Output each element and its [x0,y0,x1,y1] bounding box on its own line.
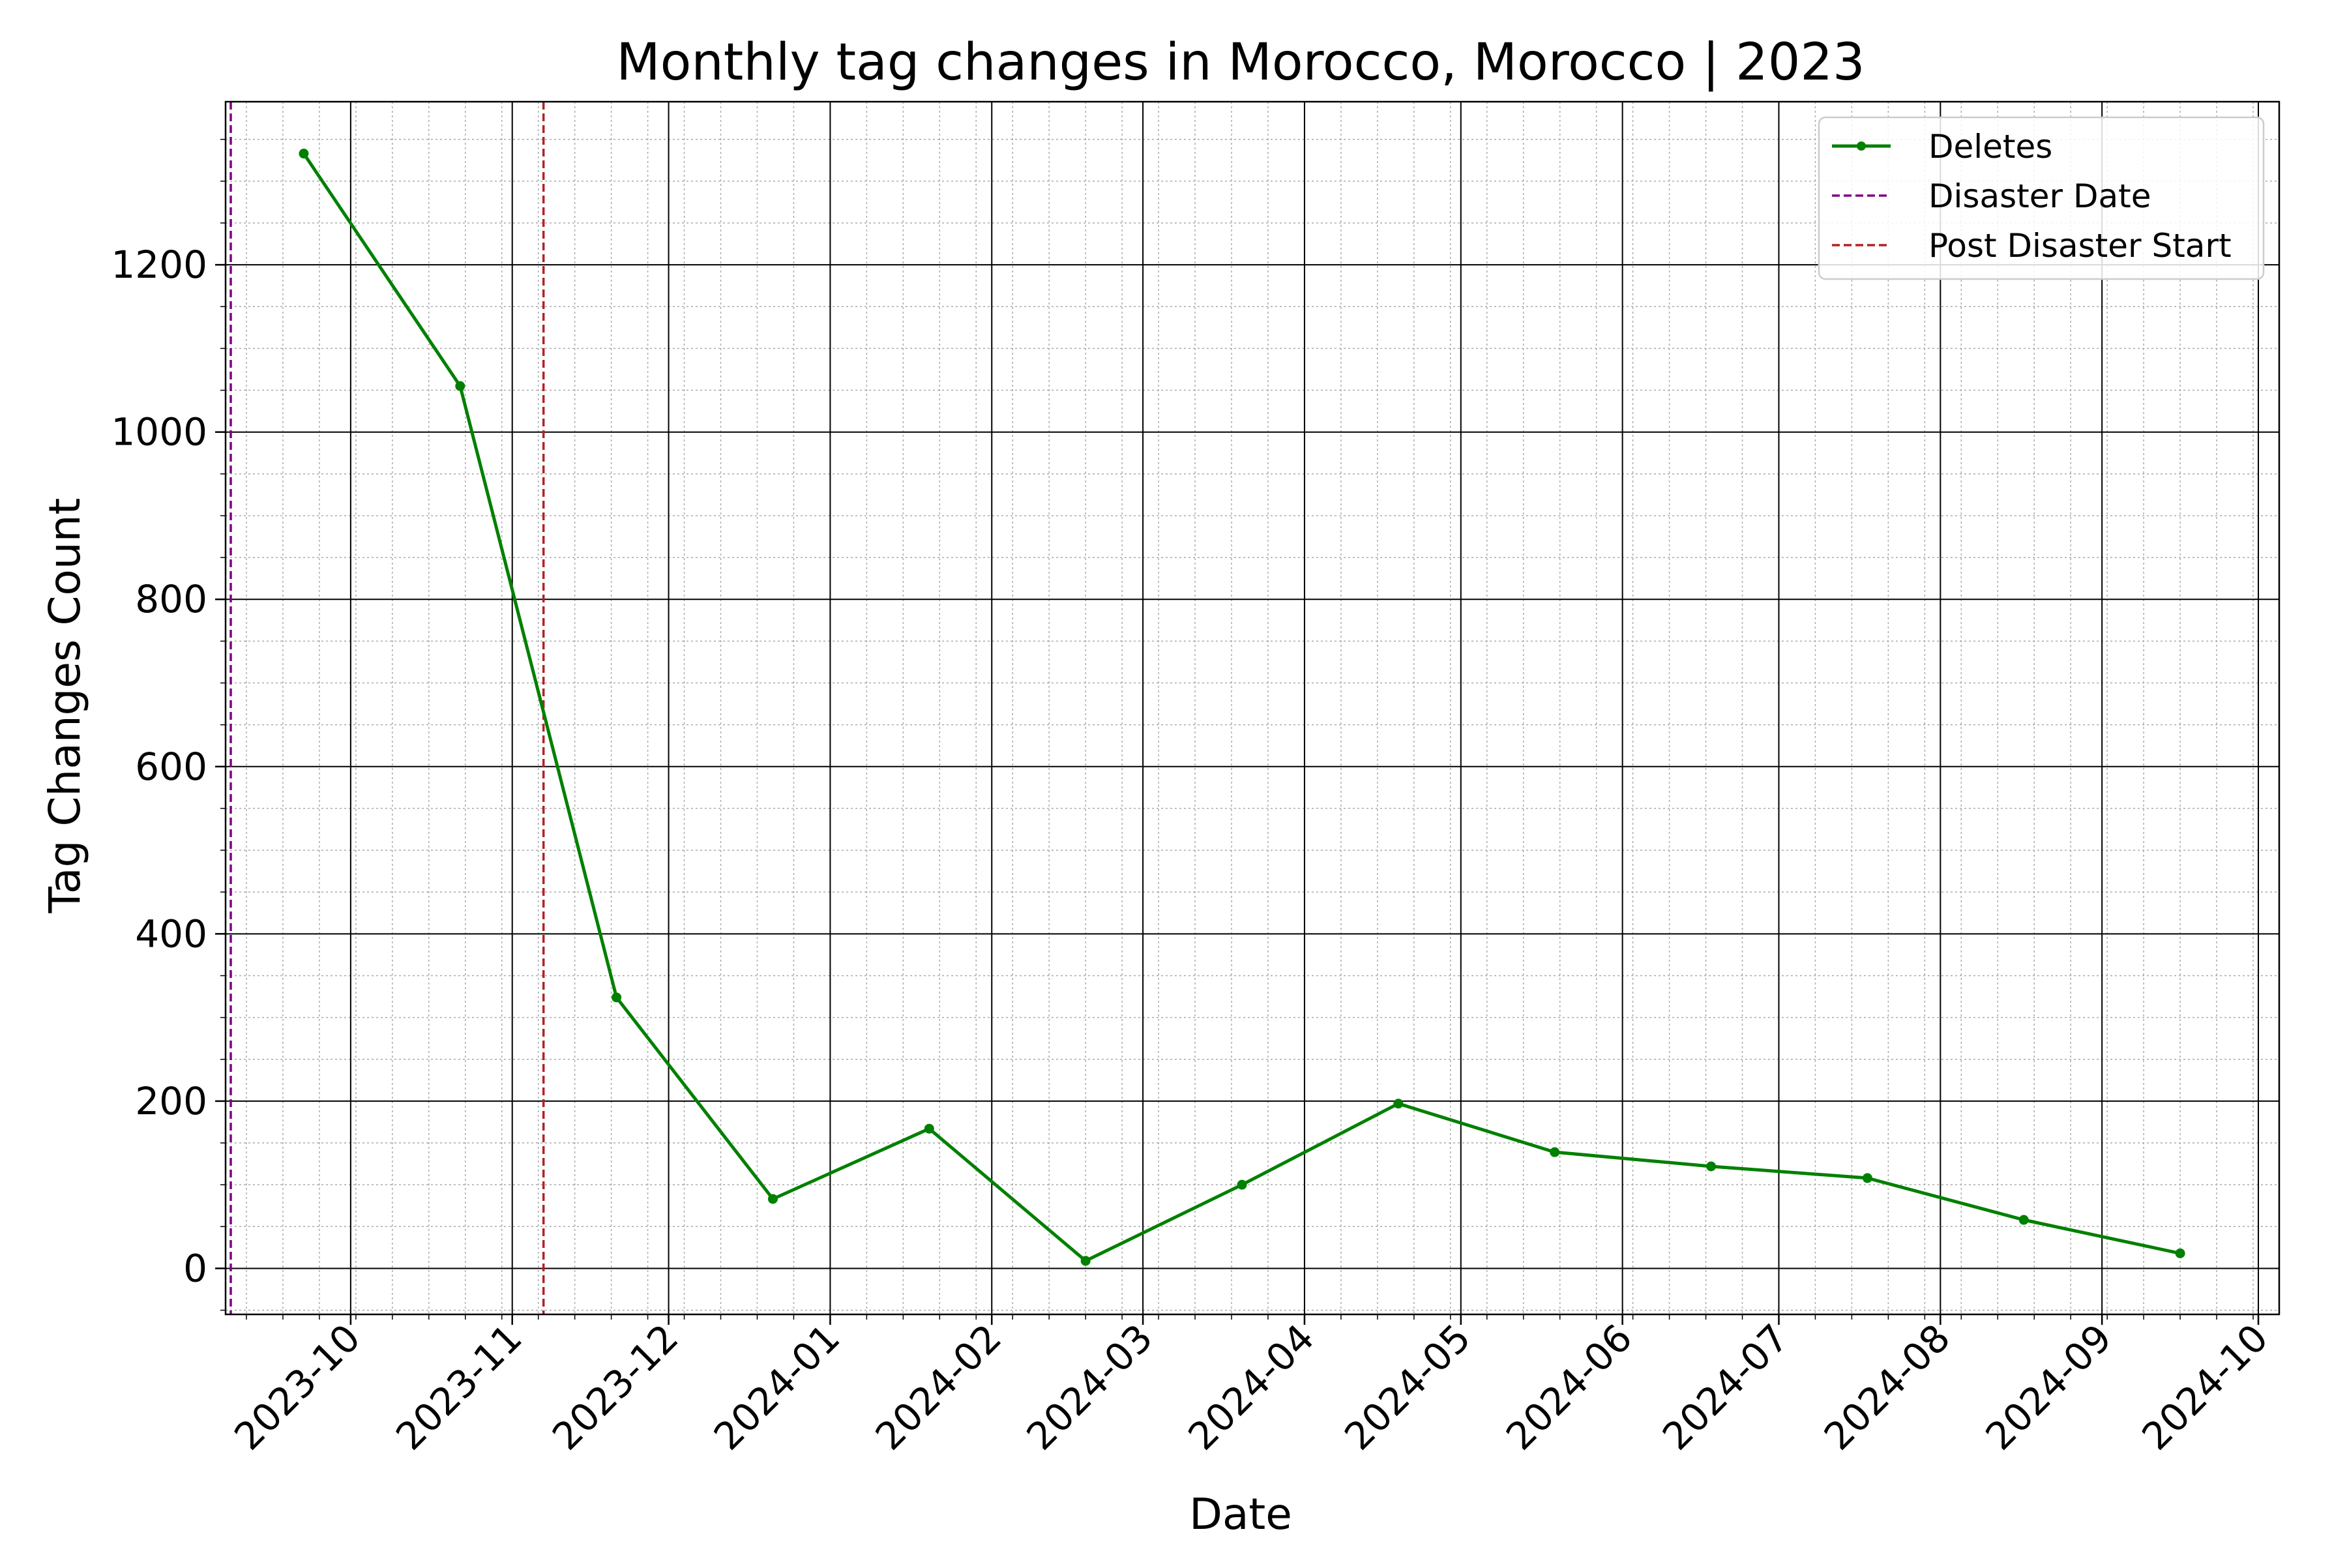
series-line-deletes [302,153,2181,1263]
x-tick-label: 2023-11 [387,1316,530,1458]
major-grid [226,102,2279,1314]
data-point-deletes [2018,1215,2029,1225]
minor-grid [226,102,2279,1314]
data-point-deletes [1550,1147,1560,1157]
data-point-deletes [1080,1256,1091,1266]
legend-entry-deletes: Deletes [1832,128,2052,166]
legend: Deletes Disaster Date Post Disaster Star… [1818,116,2265,280]
x-tick-label: 2024-01 [705,1316,848,1458]
y-tick-label: 800 [135,577,207,621]
legend-label-deletes: Deletes [1928,128,2052,166]
y-tick-label: 1000 [111,410,207,454]
x-tick-label: 2024-10 [2133,1316,2276,1458]
y-tick-label: 1200 [111,243,207,287]
chart-title: Monthly tag changes in Morocco, Morocco … [616,33,1865,92]
legend-entry-disaster-date: Disaster Date [1832,177,2151,215]
data-point-deletes [767,1194,778,1204]
y-tick-label: 400 [135,911,207,956]
x-axis-label: Date [1189,1489,1292,1539]
reference-lines [229,102,545,1314]
y-tick-label: 200 [135,1079,207,1123]
x-tick-label: 2023-10 [226,1316,368,1458]
x-tick-label: 2023-12 [544,1316,686,1458]
data-point-deletes [299,149,309,159]
data-point-deletes [1393,1099,1404,1109]
legend-marker-deletes [1857,141,1866,151]
x-tick-label: 2024-07 [1654,1316,1797,1458]
plot-frame [224,100,2281,1316]
data-point-deletes [1237,1179,1247,1190]
series-layer [299,149,2185,1266]
x-tick-label: 2024-04 [1179,1316,1322,1458]
x-tick-label: 2024-05 [1336,1316,1479,1458]
legend-label-disaster-date: Disaster Date [1928,177,2151,215]
legend-entry-post-disaster-start: Post Disaster Start [1832,227,2232,265]
x-tick-label: 2024-09 [1977,1316,2120,1458]
x-tick-label: 2024-03 [1018,1316,1161,1458]
y-axis-label: Tag Changes Count [40,498,90,914]
legend-label-post-disaster-start: Post Disaster Start [1928,227,2232,265]
data-point-deletes [924,1123,934,1134]
x-tick-label: 2024-08 [1816,1316,1958,1458]
data-point-deletes [612,992,622,1003]
x-tick-label: 2024-06 [1498,1316,1640,1458]
x-tick-label: 2024-02 [867,1316,1010,1458]
data-point-deletes [1706,1161,1717,1172]
y-tick-label: 600 [135,745,207,789]
legend-box [1818,116,2265,280]
data-point-deletes [2175,1248,2185,1258]
tick-marks [215,138,2260,1325]
y-tick-label: 0 [183,1246,207,1290]
data-point-deletes [1862,1173,1872,1183]
data-point-deletes [455,381,465,391]
